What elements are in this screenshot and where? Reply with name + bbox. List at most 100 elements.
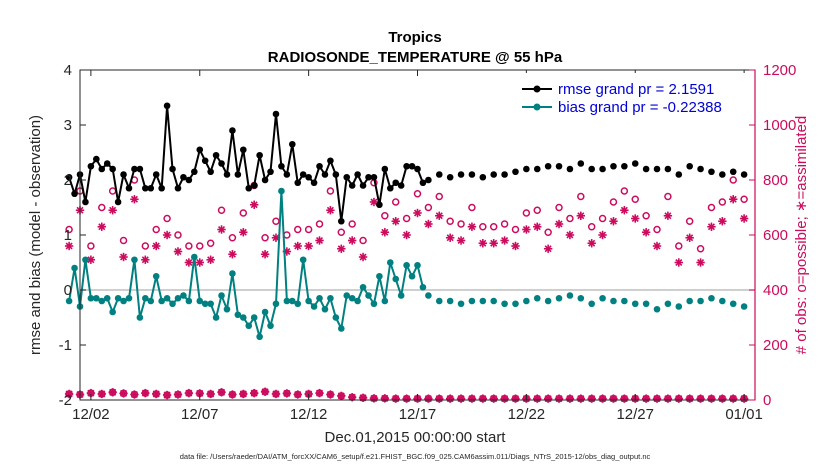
obs-low-assimilated-point	[565, 394, 575, 403]
rmse-point	[82, 198, 89, 206]
legend-bias-marker	[533, 103, 541, 111]
obs-possible-point	[141, 242, 150, 250]
obs-assimilated-point	[543, 244, 553, 253]
bias-point	[136, 314, 144, 321]
obs-possible-point	[664, 192, 672, 201]
obs-low-assimilated-point	[598, 394, 607, 403]
bias-point	[174, 294, 182, 302]
bias-point	[343, 292, 351, 299]
y-tick-label-right: 400	[763, 282, 788, 299]
y-tick-label-right: 1000	[763, 117, 796, 134]
bias-point	[109, 308, 116, 316]
rmse-point	[321, 171, 329, 178]
bias-point	[381, 297, 389, 305]
obs-possible-point	[729, 176, 737, 184]
bias-point	[512, 300, 519, 308]
rmse-point	[457, 171, 465, 178]
bias-point	[599, 294, 606, 302]
x-tick-label: 12/12	[290, 406, 328, 423]
obs-possible-point	[642, 212, 650, 220]
bias-point	[414, 261, 421, 269]
obs-low-assimilated-point	[707, 394, 716, 403]
rmse-point	[191, 168, 198, 176]
obs-assimilated-point	[162, 230, 172, 240]
bias-point	[267, 322, 274, 330]
rmse-point	[479, 173, 487, 181]
bias-point	[392, 275, 400, 283]
obs-possible-point	[446, 217, 454, 225]
obs-assimilated-point	[576, 211, 586, 220]
bias-point	[223, 305, 231, 313]
y-tick-label-right: 200	[763, 337, 788, 354]
rmse-point	[245, 184, 253, 192]
bias-point	[272, 300, 280, 308]
bias-point	[120, 297, 127, 305]
bias-point	[675, 303, 683, 310]
obs-low-assimilated-point	[64, 389, 74, 399]
obs-low-assimilated-point	[641, 394, 651, 403]
obs-possible-point	[522, 209, 531, 217]
obs-assimilated-point	[293, 241, 302, 251]
obs-assimilated-point	[598, 230, 607, 240]
rmse-point	[397, 182, 405, 189]
obs-possible-point	[413, 190, 422, 198]
bias-point	[348, 294, 356, 302]
rmse-point	[621, 162, 628, 170]
obs-possible-point	[326, 187, 335, 195]
rmse-point	[599, 165, 606, 173]
rmse-point	[240, 146, 247, 154]
obs-assimilated-point	[718, 217, 727, 226]
obs-assimilated-point	[326, 206, 335, 215]
obs-low-assimilated-point	[652, 394, 662, 403]
rmse-point	[120, 171, 127, 178]
rmse-point	[147, 184, 155, 192]
rmse-point	[446, 173, 454, 181]
rmse-point	[370, 173, 378, 181]
bias-point	[490, 297, 498, 305]
rmse-point	[392, 179, 400, 187]
obs-low-assimilated-point	[369, 394, 379, 403]
obs-low-assimilated-point	[282, 389, 292, 398]
obs-possible-point	[174, 231, 182, 239]
rmse-point	[65, 173, 73, 181]
rmse-point	[152, 171, 160, 178]
rmse-point	[272, 110, 280, 118]
bias-point	[185, 297, 193, 305]
bias-point	[359, 283, 367, 291]
bias-point	[479, 297, 487, 305]
obs-assimilated-point	[652, 241, 662, 251]
obs-low-assimilated-point	[674, 394, 683, 403]
rmse-point	[207, 168, 214, 176]
bias-point	[327, 294, 334, 302]
obs-low-assimilated-point	[315, 388, 324, 398]
x-axis-label: Dec.01,2015 00:00:00 start	[325, 429, 507, 446]
bias-point	[621, 297, 628, 305]
bias-point	[588, 300, 595, 308]
obs-low-assimilated-point	[141, 388, 150, 398]
obs-low-assimilated-point	[543, 394, 553, 403]
obs-low-assimilated-point	[500, 394, 509, 403]
obs-possible-point	[587, 223, 596, 231]
x-tick-label: 12/27	[616, 406, 654, 423]
rmse-point	[218, 160, 225, 167]
obs-assimilated-point	[64, 241, 74, 251]
obs-low-assimilated-point	[609, 394, 618, 403]
obs-low-assimilated-point	[391, 394, 400, 403]
obs-possible-point	[577, 192, 585, 201]
bias-point	[365, 292, 372, 299]
obs-possible-point	[152, 225, 160, 234]
obs-possible-point	[228, 234, 237, 242]
rmse-point	[419, 179, 427, 187]
bias-point	[93, 294, 100, 302]
y-tick-label-left: -2	[59, 392, 72, 409]
bias-point	[397, 292, 405, 299]
x-tick-label: 12/17	[399, 406, 437, 423]
obs-low-assimilated-point	[260, 387, 270, 396]
bias-point	[419, 283, 427, 291]
legend-rmse-label: rmse grand pr = 2.1591	[558, 81, 714, 98]
bias-point	[523, 297, 530, 305]
y-tick-label-left: 1	[64, 227, 72, 244]
obs-low-assimilated-point	[228, 390, 237, 399]
bias-point	[288, 297, 296, 305]
rmse-point	[174, 184, 182, 192]
